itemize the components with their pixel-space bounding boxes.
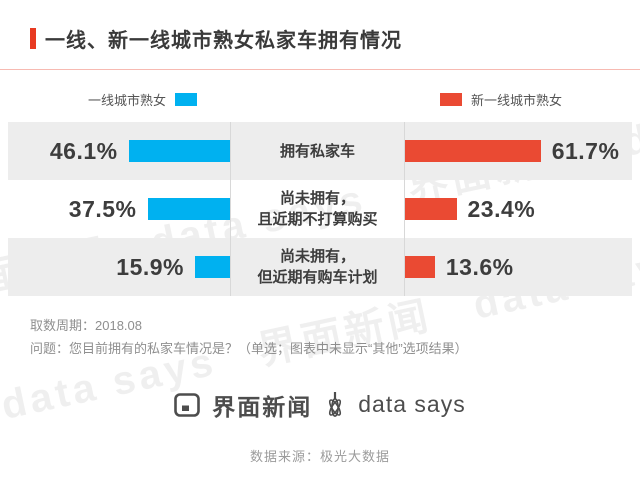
left-bar-zone: 15.9% (8, 254, 230, 281)
bar-right-red (405, 198, 457, 220)
legend-item-new-tier1: 新一线城市熟女 (439, 90, 562, 109)
chart-row: 15.9% 尚未拥有， 但近期有购车计划 13.6% (8, 238, 632, 296)
right-bar-zone: 23.4% (405, 196, 632, 223)
legend-swatch-blue (175, 93, 198, 106)
category-label: 尚未拥有， 且近期不打算购买 (230, 180, 405, 238)
header: 一线、新一线城市熟女私家车拥有情况 (0, 0, 640, 53)
category-label: 尚未拥有， 但近期有购车计划 (230, 238, 405, 296)
bar-left-blue (128, 140, 230, 162)
note-period: 取数周期：2018.08 (30, 318, 142, 333)
legend-swatch-red (439, 93, 462, 106)
value-label-right: 13.6% (445, 253, 514, 280)
bar-left-blue (195, 256, 230, 278)
left-bar-zone: 37.5% (8, 196, 230, 223)
jiemian-logo-icon (174, 392, 201, 417)
note-question: 问题：您目前拥有的私家车情况是？（单选；图表中未显示“其他”选项结果） (30, 341, 468, 357)
value-label-right: 61.7% (551, 137, 620, 164)
value-label-left: 37.5% (68, 195, 137, 222)
chart-row: 46.1% 拥有私家车 61.7% (8, 122, 632, 180)
left-bar-zone: 46.1% (8, 138, 230, 165)
brand-jiemian-text: 界面新闻 (212, 393, 313, 420)
bar-left-blue (147, 198, 230, 220)
data-source: 数据来源：极光大数据 (249, 448, 390, 464)
legend-label-new-tier1: 新一线城市熟女 (470, 93, 562, 108)
legend: 一线城市熟女 新一线城市熟女 (0, 70, 640, 122)
value-label-right: 23.4% (467, 195, 536, 222)
chart-row: 37.5% 尚未拥有， 且近期不打算购买 23.4% (8, 180, 632, 238)
category-label: 拥有私家车 (230, 122, 405, 180)
right-bar-zone: 13.6% (405, 254, 632, 281)
page-title: 一线、新一线城市熟女私家车拥有情况 (45, 30, 402, 52)
footnotes: 取数周期：2018.08 问题：您目前拥有的私家车情况是？（单选；图表中未显示“… (30, 314, 610, 361)
butterfly-bar-chart: 46.1% 拥有私家车 61.7% 37.5% 尚未拥有， 且近期不打算购买 2… (8, 122, 632, 296)
right-bar-zone: 61.7% (405, 138, 632, 165)
legend-item-tier1: 一线城市熟女 (88, 90, 198, 109)
bar-right-red (405, 256, 435, 278)
whisk-icon (324, 391, 346, 418)
legend-label-tier1: 一线城市熟女 (88, 93, 167, 108)
value-label-left: 46.1% (49, 137, 118, 164)
title-accent-bar (30, 28, 36, 49)
header-divider (0, 69, 640, 70)
brand-footer: 界面新闻 data says (0, 388, 640, 422)
bar-right-red (405, 140, 541, 162)
value-label-left: 15.9% (116, 253, 184, 280)
brand-datasays-text: data says (358, 391, 466, 418)
